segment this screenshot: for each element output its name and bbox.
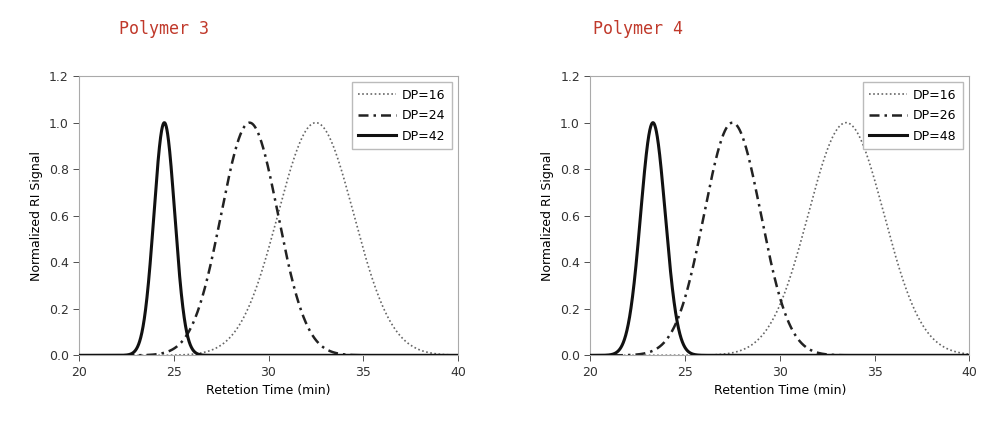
- DP=16: [234, 320, 246, 325]
- DP=16: [915, 320, 927, 325]
- Y-axis label: Normalized RI Signal: Normalized RI Signal: [30, 151, 44, 281]
- DP=16: [840, 120, 852, 125]
- DP=26: [584, 353, 596, 358]
- Text: Polymer 3: Polymer 3: [119, 20, 209, 38]
- Y-axis label: Normalized RI Signal: Normalized RI Signal: [542, 151, 555, 281]
- DP=42: [235, 353, 247, 358]
- DP=16: [730, 349, 742, 354]
- DP=48: [963, 353, 975, 358]
- DP=16: [445, 352, 457, 357]
- DP=42: [452, 353, 464, 358]
- DP=48: [730, 353, 742, 358]
- DP=42: [117, 353, 129, 358]
- DP=48: [747, 353, 759, 358]
- DP=42: [219, 353, 230, 358]
- DP=16: [219, 340, 230, 345]
- DP=16: [452, 353, 464, 358]
- DP=16: [746, 342, 758, 347]
- Line: DP=16: DP=16: [79, 123, 458, 355]
- Legend: DP=16, DP=26, DP=48: DP=16, DP=26, DP=48: [863, 82, 963, 149]
- DP=24: [117, 353, 129, 358]
- DP=48: [647, 120, 659, 125]
- Line: DP=24: DP=24: [79, 123, 458, 355]
- DP=24: [445, 353, 457, 358]
- DP=24: [243, 120, 255, 125]
- DP=48: [915, 353, 927, 358]
- DP=26: [730, 122, 742, 127]
- DP=24: [219, 196, 230, 201]
- DP=26: [956, 353, 968, 358]
- Legend: DP=16, DP=24, DP=42: DP=16, DP=24, DP=42: [352, 82, 452, 149]
- DP=16: [404, 342, 415, 347]
- DP=24: [452, 353, 464, 358]
- X-axis label: Retention Time (min): Retention Time (min): [714, 384, 846, 397]
- DP=16: [650, 353, 662, 358]
- Text: Polymer 4: Polymer 4: [593, 20, 683, 38]
- DP=24: [138, 352, 150, 357]
- DP=42: [73, 353, 85, 358]
- DP=16: [310, 120, 321, 125]
- Line: DP=48: DP=48: [590, 123, 969, 355]
- DP=26: [727, 120, 739, 125]
- DP=26: [963, 353, 975, 358]
- DP=42: [158, 120, 170, 125]
- DP=24: [234, 131, 246, 136]
- DP=42: [138, 313, 150, 318]
- DP=26: [628, 352, 640, 357]
- DP=48: [956, 353, 968, 358]
- DP=16: [628, 353, 640, 358]
- DP=26: [915, 353, 927, 358]
- DP=16: [963, 352, 975, 357]
- DP=26: [650, 346, 662, 352]
- DP=24: [73, 353, 85, 358]
- DP=24: [404, 353, 415, 358]
- DP=16: [138, 353, 150, 358]
- DP=16: [956, 351, 968, 356]
- DP=26: [747, 170, 759, 175]
- DP=48: [628, 285, 640, 290]
- DP=16: [584, 353, 596, 358]
- Line: DP=26: DP=26: [590, 123, 969, 355]
- DP=16: [117, 353, 129, 358]
- DP=16: [73, 353, 85, 358]
- Line: DP=16: DP=16: [590, 123, 969, 355]
- DP=42: [445, 353, 457, 358]
- DP=42: [404, 353, 415, 358]
- Line: DP=42: DP=42: [79, 123, 458, 355]
- DP=48: [651, 128, 663, 133]
- X-axis label: Retetion Time (min): Retetion Time (min): [207, 384, 330, 397]
- DP=48: [584, 353, 596, 358]
